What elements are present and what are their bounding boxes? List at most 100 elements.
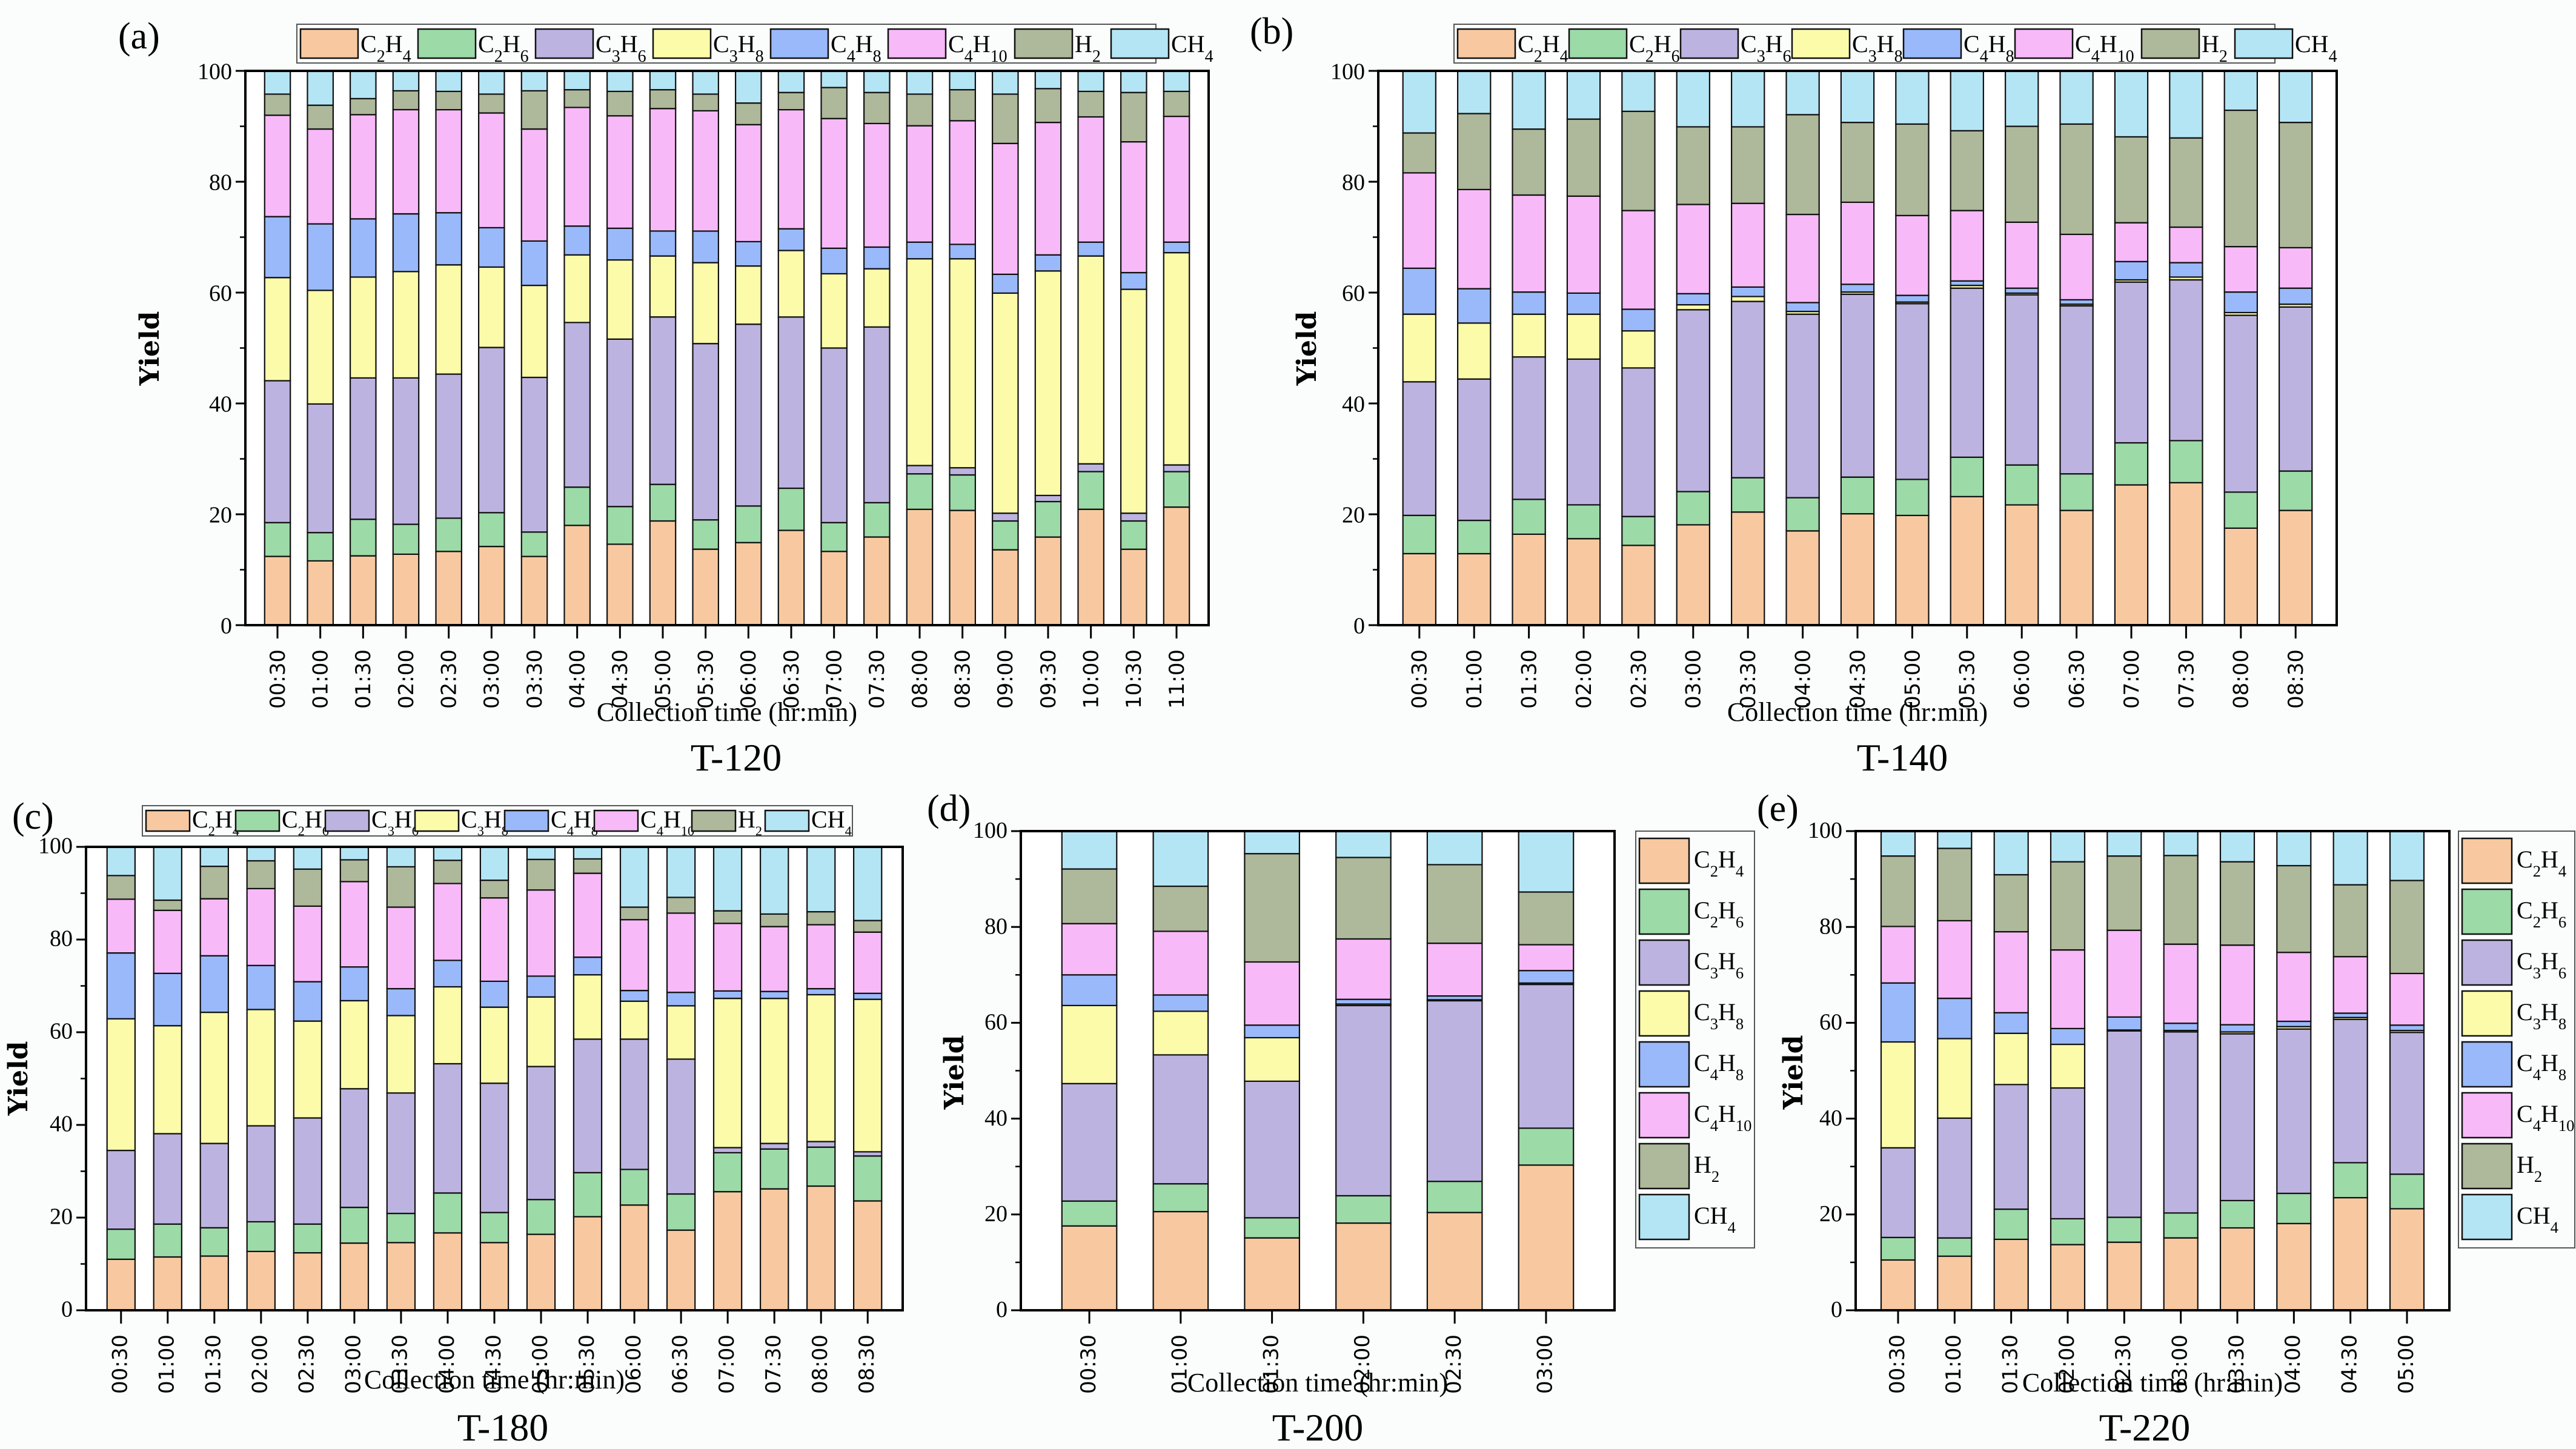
bar-segment-c2h6 [573, 1172, 603, 1218]
legend-label-base: C [1694, 846, 1710, 873]
legend-label-base: C [1852, 30, 1868, 58]
bar-segment-c2h4 [1937, 1255, 1973, 1311]
bar-segment-c2h6 [1785, 497, 1820, 532]
bar-segment-c2h4 [2005, 504, 2039, 626]
legend-label-base: C [1694, 947, 1710, 975]
bar-segment-c2h6 [339, 1207, 370, 1244]
bar-segment-h2 [1152, 885, 1209, 932]
legend-label-h2: H2 [2202, 30, 2228, 66]
legend-label-c2h4: C2H4 [2517, 846, 2566, 880]
legend-item: C3H6 [1638, 939, 1744, 986]
y-tick-label: 80 [1819, 913, 1842, 939]
legend-swatch-h2 [1638, 1142, 1690, 1190]
bar-segment-c3h6 [1402, 381, 1436, 516]
bar-segment-c3h6 [734, 323, 762, 507]
bar-stack [1566, 70, 1601, 626]
bar-segment-c2h4 [806, 1185, 836, 1311]
x-tick-label: 02:30 [1442, 1335, 1466, 1394]
bar-segment-ch4 [1676, 70, 1710, 128]
bar-segment-c3h6 [906, 465, 934, 475]
x-tick-label: 03:00 [1682, 649, 1706, 709]
bar-segment-c3h6 [1937, 1117, 1973, 1239]
bar-segment-ch4 [106, 846, 136, 877]
bar-segment-ch4 [1061, 830, 1118, 870]
bar-stack [820, 70, 848, 626]
legend-item: C4H8 [2461, 1041, 2566, 1088]
bar-stack [1993, 830, 2029, 1311]
panel-title: T-180 [457, 1406, 549, 1449]
bar-segment-c3h6 [820, 347, 848, 523]
bar-segment-c4h10 [1457, 188, 1492, 290]
bar-segment-c3h6 [1993, 1084, 2029, 1210]
bar-segment-c2h6 [435, 517, 463, 552]
legend-label-sub: 4 [403, 47, 411, 66]
bar-segment-c2h4 [1120, 548, 1147, 626]
bar-segment-c3h6 [479, 1083, 510, 1213]
bar-segment-c2h4 [433, 1232, 463, 1311]
bar-segment-c3h8 [1566, 313, 1601, 360]
bar-segment-ch4 [573, 846, 603, 860]
bar-segment-c2h4 [1621, 545, 1656, 626]
bar-segment-c2h4 [619, 1204, 649, 1311]
legend-label-sub: 3 [388, 823, 394, 838]
bar-segment-h2 [1895, 123, 1930, 216]
bar-segment-c2h4 [863, 536, 891, 626]
legend-label-sub: 3 [1757, 47, 1765, 66]
legend-label-base: C [1741, 30, 1757, 58]
bar-segment-c3h6 [777, 316, 805, 489]
bars [264, 70, 1190, 626]
y-tick-label: 60 [1819, 1010, 1842, 1035]
panel-title: T-120 [691, 736, 782, 779]
bar-stack [692, 70, 720, 626]
bar-stack [392, 70, 420, 626]
bar-segment-ch4 [293, 846, 323, 870]
bar-segment-c4h8 [2169, 262, 2203, 278]
bar-segment-c2h6 [777, 487, 805, 531]
legend-item: C3H8 [2461, 990, 2566, 1037]
bar-segment-c4h8 [433, 960, 463, 988]
y-tick-label: 40 [984, 1106, 1007, 1131]
x-tick-label: 07:00 [715, 1335, 739, 1394]
bars [106, 846, 883, 1311]
bar-segment-ch4 [2276, 830, 2312, 867]
bar-segment-c3h8 [1880, 1041, 1916, 1149]
bar-segment-h2 [2106, 855, 2142, 931]
legend-label-ch4: CH4 [1171, 30, 1213, 66]
legend-item: H2 [1014, 28, 1101, 66]
x-tick-label: 01:00 [1462, 649, 1487, 709]
bar-segment-c3h8 [1457, 322, 1492, 380]
legend-label-sub: 4 [1205, 47, 1213, 66]
legend-label-sub: 4 [2533, 1066, 2541, 1084]
legend-label-mid: H [503, 30, 520, 58]
bar-segment-c2h4 [2059, 509, 2094, 626]
bar-segment-c4h8 [2219, 1024, 2256, 1033]
bar-segment-c2h4 [649, 520, 677, 626]
bar-segment-c2h4 [1426, 1212, 1483, 1311]
bar-segment-c4h8 [906, 241, 934, 260]
bar-segment-h2 [246, 860, 276, 890]
bar-segment-c3h6 [1077, 463, 1105, 472]
bar-segment-c4h10 [479, 897, 510, 982]
bar-segment-c2h6 [293, 1223, 323, 1254]
legend-label-sub: 3 [2533, 964, 2541, 982]
legend-swatch-c4h10 [2461, 1092, 2513, 1139]
x-axis-label: Collection time (hr:min) [1187, 1368, 1448, 1398]
bar-segment-c2h6 [1993, 1208, 2029, 1240]
bar-segment-c2h4 [1676, 524, 1710, 626]
bar-segment-c2h6 [2223, 491, 2258, 529]
bar-stack [1840, 70, 1875, 626]
bar-segment-c2h6 [1120, 520, 1147, 550]
bar-segment-c4h10 [1993, 930, 2029, 1013]
bar-segment-c3h6 [433, 1063, 463, 1194]
legend-label-mid: H [1765, 30, 1783, 58]
legend-label-sub: 2 [1710, 913, 1718, 931]
bar-segment-c2h6 [863, 502, 891, 538]
bar-segment-c3h6 [2059, 305, 2094, 475]
bar-segment-c2h6 [1880, 1236, 1916, 1261]
bar-segment-c4h8 [106, 952, 136, 1020]
bar-stack [1426, 830, 1483, 1311]
legend-label-c4h8: C4H8 [551, 806, 598, 838]
bar-segment-c3h6 [2276, 1028, 2312, 1195]
x-axis-label: Collection time (hr:min) [1727, 697, 1988, 727]
bar-segment-c2h6 [2106, 1216, 2142, 1243]
